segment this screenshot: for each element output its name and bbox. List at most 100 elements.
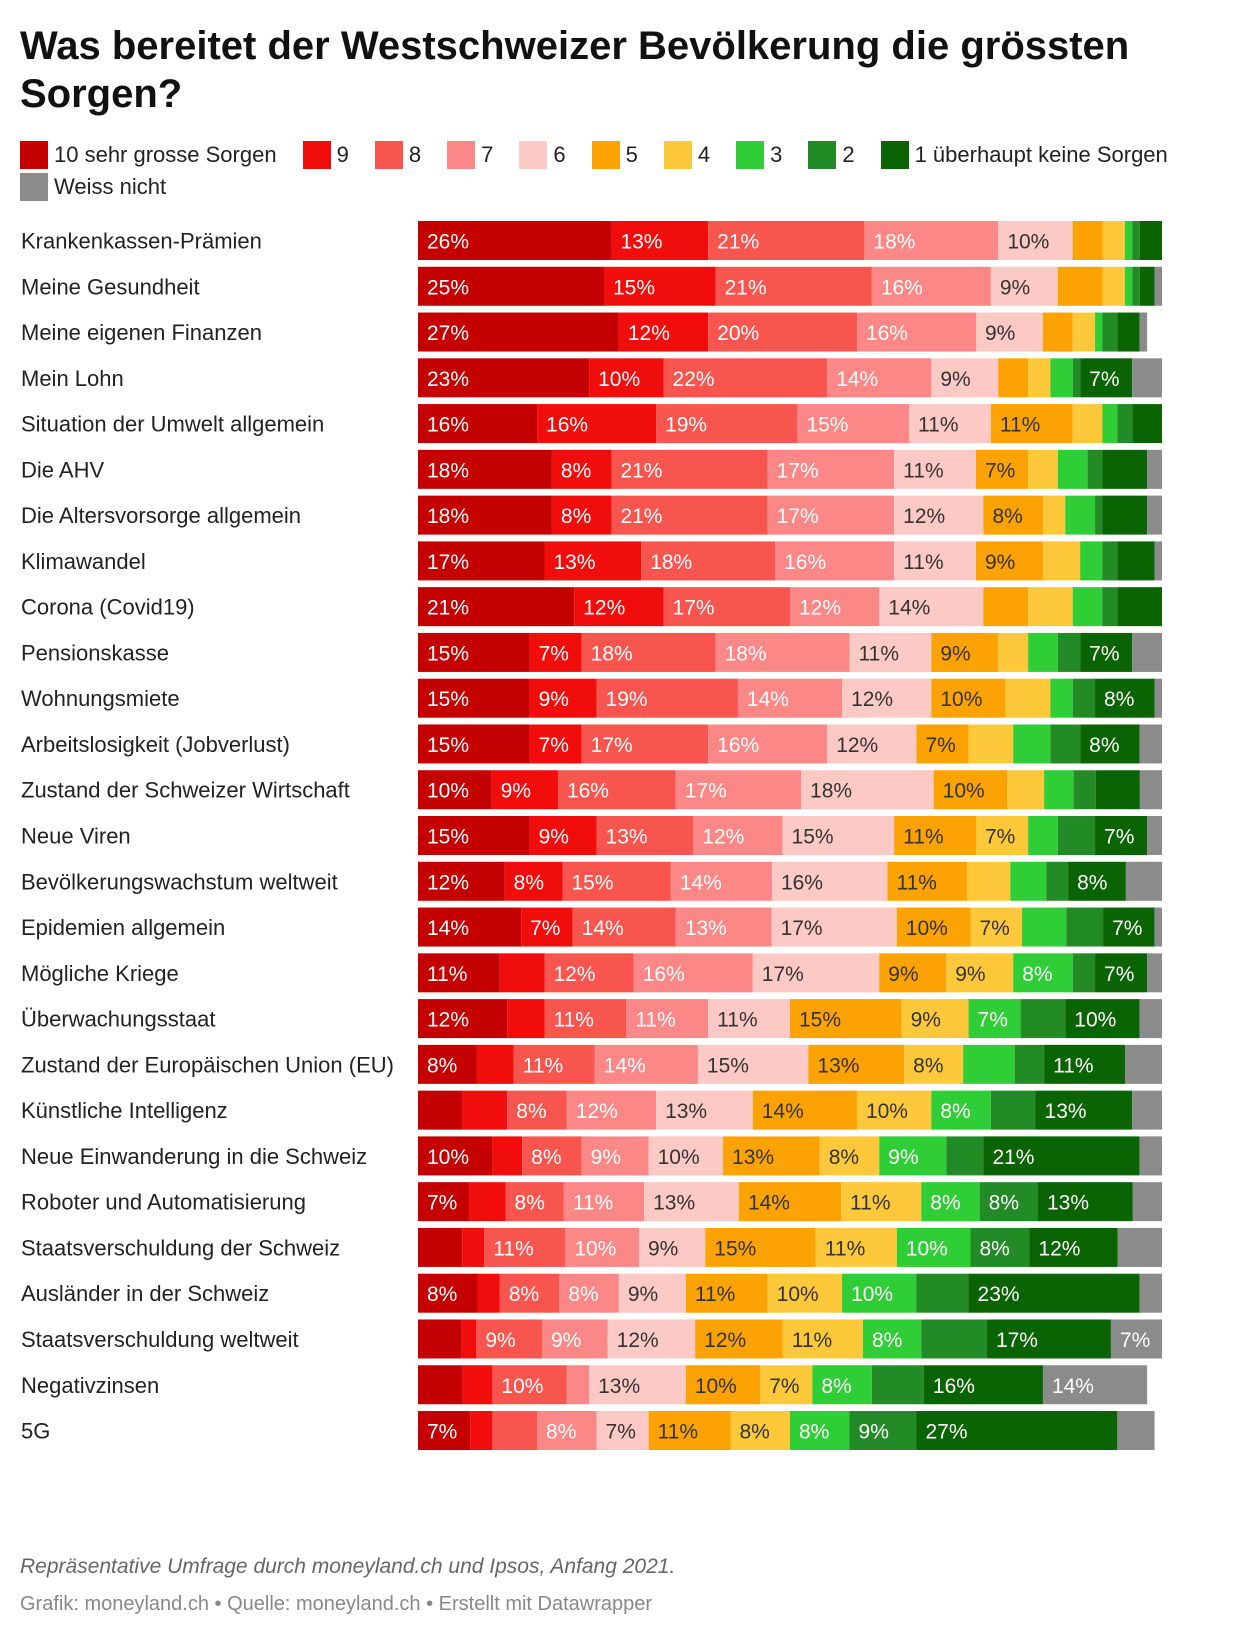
data-label: 11% [859, 642, 899, 665]
data-label: 9% [1000, 276, 1030, 299]
data-label: 8% [821, 1375, 851, 1398]
bar-segment [909, 404, 991, 444]
legend-swatch [663, 141, 692, 169]
bar-segment [1102, 449, 1148, 489]
bar-segment [418, 587, 575, 627]
bar-segment [1147, 495, 1162, 535]
data-label: 11% [523, 1054, 563, 1077]
bar-segment [827, 358, 932, 398]
bar-segment [1102, 221, 1125, 260]
bar-segment [812, 1365, 872, 1405]
bar-segment [641, 541, 776, 581]
bar-segment [931, 1090, 991, 1130]
bar-segment [921, 1182, 980, 1222]
bar-segment [418, 632, 530, 672]
data-label: 9% [539, 826, 569, 849]
data-label: 11% [850, 1192, 890, 1215]
legend-item-10: 10 sehr grosse Sorgen [20, 140, 277, 170]
bar-segment [966, 861, 1011, 901]
bar-segment [529, 816, 597, 856]
bar-segment [1013, 724, 1051, 764]
bar-row: Situation der Umwelt allgemein 16% 16% 19% 1… [21, 404, 1162, 444]
bar-segment [1102, 404, 1118, 444]
bar-segment [1132, 1090, 1162, 1130]
data-label: 11% [427, 963, 467, 986]
bar-row: Meine Gesundheit 25% 15% 21% 16% 9% [21, 266, 1162, 306]
bar-segment [418, 816, 530, 856]
data-label: 15% [427, 642, 469, 665]
data-label: 16% [881, 276, 923, 299]
bar-segment [594, 1044, 698, 1084]
bar-row: Mögliche Kriege 11% 12% 16% 17% 9% 9% 8% 7% [21, 953, 1162, 993]
data-label: 18% [650, 551, 692, 574]
bar-segment [1046, 861, 1069, 901]
category-label: Corona (Covid19) [21, 595, 195, 620]
bar-row: Ausländer in der Schweiz 8% 8% 8% 9% 11% 10% 10… [21, 1273, 1162, 1313]
data-label: 7% [427, 1192, 457, 1215]
bar-segment [723, 1136, 820, 1176]
bar-segment [562, 861, 671, 901]
legend-item-5: 5 [591, 140, 638, 170]
data-label: 7% [1120, 1329, 1150, 1352]
bar-segment [782, 816, 895, 856]
data-label: 21% [620, 459, 662, 482]
bar-segment [1042, 495, 1066, 535]
bar-segment [557, 770, 676, 810]
bar-segment [1072, 221, 1103, 260]
data-label: 9% [859, 1421, 889, 1444]
legend-label: 4 [697, 142, 711, 167]
category-label: Überwachungsstaat [21, 1007, 215, 1032]
bar-segment [1154, 541, 1162, 581]
bar-row: Künstliche Intelligenz 8% 12% 13% 14% 10% 8% 13… [21, 1090, 1162, 1130]
bar-segment [1117, 541, 1155, 581]
data-label: 11% [903, 551, 943, 574]
bar-segment [1102, 587, 1118, 627]
data-label: 9% [955, 963, 985, 986]
data-label: 14% [747, 688, 789, 711]
data-label: 15% [427, 734, 469, 757]
data-label: 9% [485, 1329, 515, 1352]
bar-segment [998, 358, 1029, 398]
data-label: 11% [1053, 1054, 1093, 1077]
bar-segment [1132, 266, 1140, 306]
legend-swatch [736, 141, 765, 169]
bar-segment [418, 1182, 470, 1222]
bar-segment [1125, 1044, 1162, 1084]
bar-segment [670, 861, 772, 901]
bar-segment [849, 632, 932, 672]
bar-segment [1117, 1411, 1155, 1451]
bar-segment [626, 999, 709, 1039]
bar-segment [896, 1227, 971, 1267]
legend-label: 10 sehr grosse Sorgen [54, 142, 277, 167]
bar-segment [1007, 770, 1045, 810]
data-label: 8% [1104, 688, 1134, 711]
data-label: 13% [1047, 1192, 1089, 1215]
bar-segment [894, 495, 984, 535]
data-label: 8% [940, 1100, 970, 1123]
bar-segment [775, 541, 895, 581]
bar-segment [418, 495, 552, 535]
bar-segment [656, 1090, 753, 1130]
data-label: 8% [799, 1421, 829, 1444]
bar-segment [1072, 404, 1103, 444]
bar-segment [462, 1090, 508, 1130]
bar-segment [675, 907, 772, 947]
bar-segment [1065, 495, 1096, 535]
bar-segment [1010, 861, 1047, 901]
category-label: Mein Lohn [21, 366, 124, 391]
bar-segment [752, 953, 880, 993]
category-label: Epidemien allgemein [21, 915, 225, 940]
data-label: 11% [897, 871, 937, 894]
bar-segment [1087, 449, 1103, 489]
bar-segment [983, 1136, 1140, 1176]
bar-segment [522, 1136, 582, 1176]
bar-segment [879, 587, 984, 627]
data-label: 16% [643, 963, 685, 986]
bar-segment [1080, 632, 1133, 672]
data-label: 18% [427, 459, 469, 482]
bar-segment [1154, 266, 1162, 306]
legend-item-3: 3 [736, 140, 782, 170]
bar-segment [801, 770, 934, 810]
bar-segment [418, 266, 604, 306]
data-label: 25% [427, 276, 469, 299]
